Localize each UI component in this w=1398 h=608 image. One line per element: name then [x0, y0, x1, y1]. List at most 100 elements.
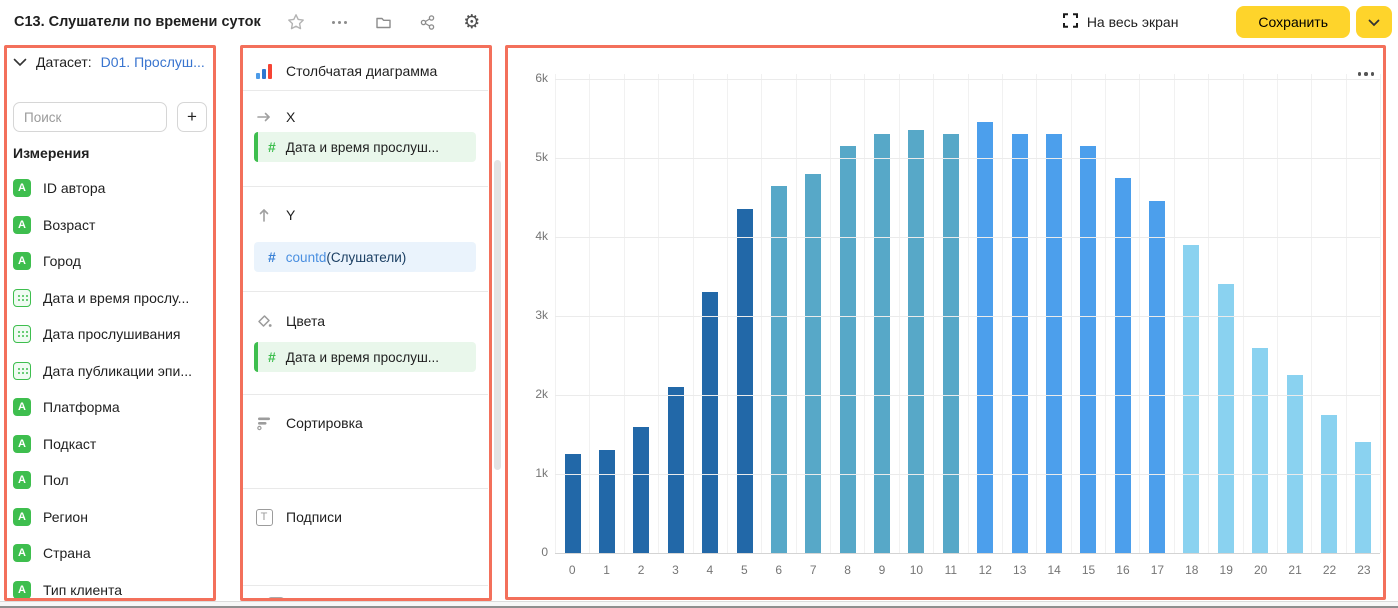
- page-title: C13. Слушатели по времени суток: [14, 14, 261, 30]
- chart-bar[interactable]: [1355, 442, 1372, 553]
- chart-bar-cell: [726, 74, 761, 553]
- hash-dimension-icon: #: [268, 349, 276, 365]
- x-field-chip[interactable]: # Дата и время прослуш...: [254, 132, 476, 162]
- chart-bar-cell: [1242, 74, 1277, 553]
- chart-bar[interactable]: [908, 130, 925, 553]
- chart-bar[interactable]: [874, 134, 891, 553]
- sort-icon: [254, 414, 274, 432]
- field-label: Регион: [43, 508, 88, 525]
- x-axis-tick-label: 14: [1047, 563, 1061, 577]
- panel-scrollbar[interactable]: [494, 160, 501, 470]
- chart-bar[interactable]: [599, 450, 616, 553]
- chart-bar[interactable]: [1011, 134, 1028, 553]
- more-options-icon[interactable]: [331, 13, 349, 31]
- y-axis-tick-label: 0: [541, 545, 548, 559]
- chart-bar[interactable]: [977, 122, 994, 553]
- x-axis-tick-label: 11: [944, 563, 958, 577]
- x-section-header: X: [254, 106, 476, 128]
- chart-bar[interactable]: [1183, 245, 1200, 553]
- field-row[interactable]: A Возраст: [13, 207, 207, 244]
- chart-bar[interactable]: [1080, 146, 1097, 553]
- x-axis-tick-label: 1: [603, 563, 610, 577]
- paint-bucket-icon: [254, 312, 274, 330]
- chart-bar[interactable]: [1286, 375, 1303, 553]
- sort-section-header: Сортировка: [254, 412, 476, 434]
- chart-bar[interactable]: [1320, 415, 1337, 553]
- x-axis-tick-label: 3: [672, 563, 679, 577]
- chart-bar[interactable]: [770, 186, 787, 553]
- field-label: Дата публикации эпи...: [43, 362, 192, 379]
- chart-menu-icon[interactable]: [1357, 72, 1374, 76]
- field-row[interactable]: A ID автора: [13, 170, 207, 207]
- x-axis-tick-label: 13: [1013, 563, 1027, 577]
- settings-gear-icon[interactable]: ⚙: [463, 11, 481, 33]
- field-label: ID автора: [43, 180, 106, 197]
- string-field-icon: A: [13, 398, 31, 417]
- field-label: Платформа: [43, 399, 120, 416]
- colors-field-chip[interactable]: # Дата и время прослуш...: [254, 342, 476, 372]
- chart-bar[interactable]: [736, 209, 753, 553]
- chart-bar[interactable]: [1114, 178, 1131, 553]
- chart-bar-cell: [761, 74, 795, 553]
- field-row[interactable]: Дата и время прослу...: [13, 280, 207, 317]
- field-row[interactable]: A Регион: [13, 499, 207, 536]
- y-field-chip[interactable]: # countd(Слушатели): [254, 242, 476, 272]
- chart-bar[interactable]: [1149, 201, 1166, 553]
- chart-bar-cell: [933, 74, 967, 553]
- favorite-star-icon[interactable]: [287, 13, 305, 31]
- field-label: Страна: [43, 545, 91, 562]
- chart-bar-cell: [589, 74, 623, 553]
- x-axis-tick-label: 4: [706, 563, 714, 577]
- chart-bar[interactable]: [942, 134, 959, 553]
- bottom-edge: [0, 601, 1398, 608]
- string-field-icon: A: [13, 471, 31, 490]
- chart-bar[interactable]: [667, 387, 684, 553]
- collapse-chevron-icon[interactable]: [13, 54, 27, 70]
- field-row[interactable]: A Город: [13, 243, 207, 280]
- share-icon[interactable]: [419, 13, 437, 31]
- chart-bar[interactable]: [564, 454, 581, 553]
- field-row[interactable]: A Подкаст: [13, 426, 207, 463]
- field-row[interactable]: A Тип клиента: [13, 572, 207, 602]
- string-field-icon: A: [13, 544, 31, 563]
- field-row[interactable]: Дата прослушивания: [13, 316, 207, 353]
- chart-bar-cell: [830, 74, 864, 553]
- field-row[interactable]: A Платформа: [13, 389, 207, 426]
- fullscreen-button[interactable]: На весь экран: [1062, 13, 1179, 31]
- string-field-icon: A: [13, 580, 31, 599]
- save-button[interactable]: Сохранить: [1236, 6, 1350, 38]
- fullscreen-label: На весь экран: [1086, 14, 1179, 30]
- chart-bar[interactable]: [1252, 348, 1269, 553]
- chart-type-selector[interactable]: Столбчатая диаграмма: [254, 60, 476, 82]
- chart-bar[interactable]: [633, 427, 650, 553]
- field-label: Подкаст: [43, 435, 97, 452]
- dataset-link[interactable]: D01. Прослуш...: [100, 54, 205, 70]
- x-axis-tick-label: 0: [568, 563, 576, 577]
- field-row[interactable]: A Пол: [13, 462, 207, 499]
- x-axis-tick-label: 10: [909, 563, 924, 577]
- hash-measure-icon: #: [268, 249, 276, 265]
- save-dropdown-button[interactable]: [1356, 6, 1392, 38]
- colors-section-header: Цвета: [254, 310, 476, 332]
- folder-icon[interactable]: [375, 13, 393, 31]
- chart-bar[interactable]: [1217, 284, 1234, 553]
- x-axis-arrow-icon: [254, 108, 274, 126]
- add-field-button[interactable]: +: [177, 102, 207, 132]
- string-field-icon: A: [13, 252, 31, 271]
- x-axis-tick-label: 5: [740, 563, 748, 577]
- y-axis-tick-label: 5k: [535, 150, 548, 164]
- chart-bar-cell: [1070, 74, 1105, 553]
- chart-bar[interactable]: [839, 146, 856, 553]
- chart-bar[interactable]: [702, 292, 719, 553]
- section-divider: [242, 291, 488, 292]
- search-input[interactable]: [13, 102, 167, 132]
- field-label: Возраст: [43, 216, 96, 233]
- calendar-field-icon: [13, 325, 31, 344]
- chart-bar-cell: [1173, 74, 1208, 553]
- field-row[interactable]: Дата публикации эпи...: [13, 353, 207, 390]
- chart-type-label: Столбчатая диаграмма: [286, 63, 438, 79]
- chart-bar[interactable]: [1045, 134, 1062, 553]
- chart-bar[interactable]: [805, 174, 822, 553]
- field-row[interactable]: A Страна: [13, 535, 207, 572]
- y-gridline: [555, 79, 1380, 80]
